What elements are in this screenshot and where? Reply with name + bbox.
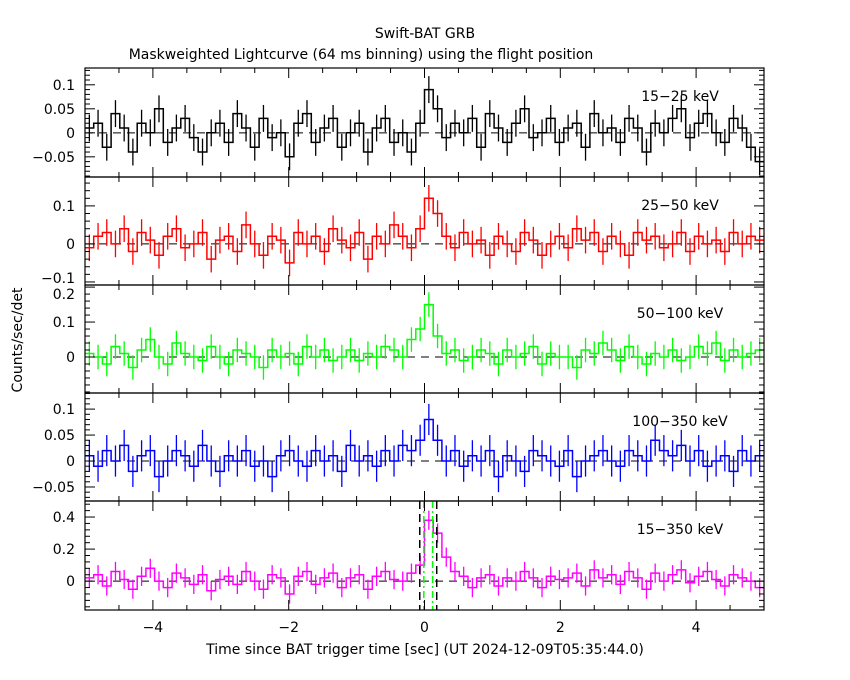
y-tick-label: −0.1: [41, 271, 75, 287]
y-tick-label: −0.05: [32, 150, 75, 166]
panel-frame: [84, 176, 765, 286]
panel-frame: [84, 392, 765, 502]
lightcurve-step: [85, 88, 764, 163]
panel-50-100-kev: 0.2 0.1 0 50−100 keV: [53, 284, 765, 394]
x-tick-label: −4: [143, 620, 164, 636]
y-tick-label: 0.4: [53, 510, 75, 526]
y-tick-label: 0: [66, 454, 75, 470]
y-tick-label: 0.05: [44, 428, 75, 444]
y-tick-label: 0.1: [53, 315, 75, 331]
y-tick-label: 0.2: [53, 542, 75, 558]
lightcurve-step: [85, 418, 764, 478]
x-tick-label: −2: [278, 620, 299, 636]
panel-frame: [84, 284, 765, 394]
y-tick-label: 0.05: [44, 102, 75, 118]
y-tick-label: 0.1: [53, 402, 75, 418]
y-tick-label: 0: [66, 574, 75, 590]
y-tick-label: 0: [66, 237, 75, 253]
panel-25-50-kev: 0.1 0 −0.1 25−50 keV: [41, 176, 765, 287]
y-tick-label: 0: [66, 350, 75, 366]
lightcurve-step: [85, 303, 764, 369]
x-axis-label: Time since BAT trigger time [sec] (UT 20…: [205, 642, 644, 658]
band-label: 25−50 keV: [641, 198, 719, 214]
y-tick-label: −0.05: [32, 480, 75, 496]
y-tick-label: 0.1: [53, 199, 75, 215]
y-tick-label: 0.2: [53, 287, 75, 303]
band-label: 50−100 keV: [637, 306, 724, 322]
x-tick-label: 4: [692, 620, 701, 636]
panel-15-350-kev: 0.4 0.2 0 15−350 keV: [53, 500, 765, 611]
y-tick-label: 0: [66, 126, 75, 142]
chart-title: Swift-BAT GRB: [375, 26, 475, 42]
x-tick-label: 0: [420, 620, 429, 636]
panel-100-350-kev: 0.1 0.05 0 −0.05 100−350 keV: [32, 392, 765, 502]
band-label: 100−350 keV: [632, 414, 728, 430]
x-tick-label: 2: [556, 620, 565, 636]
y-axis-label: Counts/sec/det: [10, 287, 26, 392]
panel-15-25-kev: 0.1 0.05 0 −0.05 15−25 keV: [32, 67, 765, 178]
band-label: 15−25 keV: [641, 89, 719, 105]
y-tick-label: 0.1: [53, 78, 75, 94]
chart-subtitle: Maskweighted Lightcurve (64 ms binning) …: [129, 47, 594, 63]
lightcurve-step: [85, 197, 764, 264]
band-label: 15−350 keV: [637, 522, 724, 538]
